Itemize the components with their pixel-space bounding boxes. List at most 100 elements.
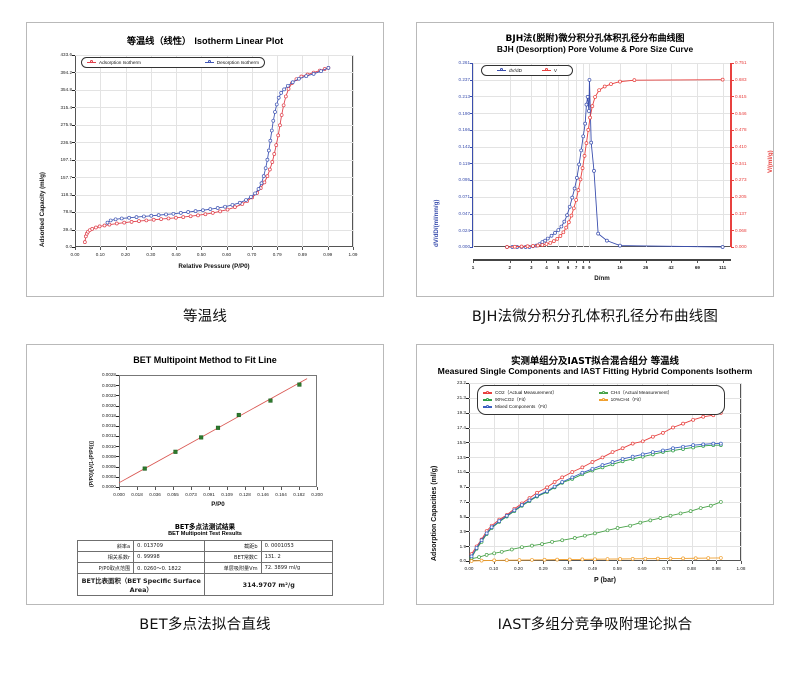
legend-swatch	[496, 68, 506, 72]
bjh-ytick: 0.000	[735, 244, 747, 250]
iast-title-cn: 实测单组分及IAST拟合混合组分 等温线	[511, 356, 679, 367]
legend-swatch	[541, 68, 551, 72]
iast-x-axis-label: P (bar)	[593, 577, 617, 584]
bjh-xtick: 5	[557, 265, 560, 270]
isotherm-xtick: 0.40	[171, 252, 181, 257]
bet-xtick-mark	[155, 487, 156, 490]
bjh-xtick: 42	[668, 265, 674, 270]
table-row: 相关系数r 0. 99998 BET常数C 131. 2	[76, 551, 334, 563]
isotherm-xtick-mark	[75, 247, 76, 250]
bjh-xtick-mark	[509, 259, 511, 263]
legend-label: 10%CH4（Fit）	[610, 397, 644, 402]
legend-swatch	[483, 404, 492, 409]
panel-iast: 实测单组分及IAST拟合混合组分 等温线 Measured Single Com…	[416, 344, 774, 634]
bet-xtick: 0.055	[167, 492, 179, 497]
bjh-xtick: 4	[545, 265, 548, 270]
legend-item[interactable]: Mixed Components（Fit）	[483, 404, 599, 410]
isotherm-xtick: 0.10	[95, 252, 105, 257]
caption-iast: IAST多组分竞争吸附理论拟合	[497, 617, 693, 633]
bet-x-axis-label: P/P0	[211, 501, 225, 508]
bet-table-title-cn: BET多点法测试结果	[174, 523, 236, 531]
table-row: P/P0取点范围 0. 0260～0. 1822 单层吸附量Vm 72. 3899 m…	[76, 562, 334, 574]
bet-ytick-mark	[116, 385, 119, 387]
isotherm-gridline-h	[75, 194, 353, 196]
isotherm-xtick: 1.09	[348, 252, 358, 257]
bjh-ytick-mark	[470, 113, 473, 115]
bjh-ytick: 0.341	[735, 160, 747, 166]
isotherm-ytick-mark	[72, 247, 75, 248]
bjh-title-cn: BJH法(脱附)微分积分孔体积孔径分布曲线图	[505, 34, 685, 44]
iast-ytick-mark	[466, 457, 469, 459]
table-cell-label: 相关系数r	[76, 551, 135, 563]
chart-legend[interactable]: CO2（Actual Measurement） CH4（Actual Measur…	[477, 385, 725, 415]
bet-xtick-mark	[209, 487, 210, 490]
bet-ytick: 0.0003	[101, 474, 116, 480]
bjh-gridline-v	[645, 63, 647, 247]
iast-gridline-h	[469, 457, 741, 459]
iast-ytick: 17.4	[457, 424, 466, 430]
isotherm-xtick: 0.60	[222, 252, 232, 257]
legend-item[interactable]: 10%CH4（Fit）	[598, 397, 715, 403]
iast-ytick: 5.8	[459, 513, 466, 519]
bet-surface-area-value: 314.9707 m²/g	[204, 573, 333, 596]
bet-ytick: 0.0020	[101, 402, 116, 408]
bjh-xtick: 111	[719, 265, 727, 270]
bjh-ytick-mark	[731, 180, 734, 182]
bjh-xtick-mark	[619, 259, 621, 263]
bjh-ytick: 0.190	[458, 110, 471, 116]
bet-xtick: 0.091	[203, 492, 215, 497]
isotherm-gridline-v	[353, 55, 354, 247]
isotherm-x-axis-label: Relative Pressure (P/P0)	[178, 263, 250, 270]
isotherm-xtick: 0.99	[323, 252, 333, 257]
bet-ytick-mark	[116, 476, 119, 478]
isotherm-xtick-mark	[201, 247, 203, 250]
chart-legend[interactable]: Adsorption Isotherm Desorption Isotherm	[81, 57, 265, 68]
bjh-ytick-mark	[470, 180, 473, 182]
bjh-ytick: 0.615	[735, 93, 747, 99]
isotherm-ytick: 236.5	[60, 139, 73, 145]
bjh-ytick-mark	[470, 163, 473, 165]
bjh-ytick: 0.137	[735, 210, 747, 216]
isotherm-xtick-mark	[150, 247, 152, 250]
bet-plot: 0.0000 0.0003 0.0005 0.0008 0.0010 0.0013 0.00…	[27, 345, 383, 520]
iast-plot: 0.0 1.9 3.9 5.8 7.7 9.7 11.6 13.5 15.5 17.4 19.3 21…	[417, 345, 773, 604]
bjh-ytick: 0.119	[458, 160, 470, 166]
isotherm-ytick: 197.1	[60, 157, 73, 163]
bjh-gridline-v	[576, 63, 578, 247]
isotherm-xtick: 0.70	[247, 252, 257, 257]
iast-ytick-mark	[466, 531, 469, 533]
isotherm-ytick: 118.3	[60, 192, 72, 198]
legend-item[interactable]: V	[541, 68, 557, 73]
legend-item[interactable]: 90%CO2（Fit）	[483, 397, 599, 403]
bjh-xtick-mark	[531, 259, 533, 263]
legend-item[interactable]: CO2（Actual Measurement）	[483, 390, 599, 396]
legend-item[interactable]: Desorption Isotherm	[204, 60, 259, 65]
bet-xtick: 0.164	[275, 492, 287, 497]
iast-ytick: 13.5	[457, 454, 466, 460]
iast-xtick: 0.20	[513, 566, 523, 571]
isotherm-xtick: 0.89	[297, 252, 307, 257]
iast-gridline-h	[469, 472, 741, 473]
isotherm-ytick-mark	[72, 55, 75, 56]
iast-gridline-h	[469, 486, 741, 488]
legend-item[interactable]: CH4（Actual Measurement）	[598, 390, 715, 396]
bjh-xtick-mark	[671, 259, 673, 263]
bet-ytick-mark	[116, 395, 119, 397]
isotherm-plot-area	[75, 55, 353, 247]
iast-gridline-h	[469, 442, 741, 444]
iast-y-axis-label: Adsorption Capacities (ml/g)	[431, 465, 438, 561]
table-cell-value: 0. 0001053	[260, 540, 334, 552]
isotherm-ytick-mark	[72, 89, 75, 91]
legend-item[interactable]: Adsorption Isotherm	[87, 60, 141, 65]
chart-legend[interactable]: dV/dD V	[481, 65, 573, 76]
isotherm-ytick-mark	[72, 212, 75, 214]
bet-xtick-mark	[263, 487, 264, 490]
legend-item[interactable]: dV/dD	[496, 68, 522, 73]
legend-swatch	[598, 390, 608, 395]
bet-xtick-mark	[137, 487, 138, 490]
bet-ytick-mark	[116, 375, 119, 376]
bet-ytick-mark	[116, 425, 119, 427]
isotherm-xtick: 0.20	[121, 252, 130, 257]
bjh-ytick-mark	[731, 146, 734, 148]
iast-xtick-mark	[493, 561, 495, 564]
